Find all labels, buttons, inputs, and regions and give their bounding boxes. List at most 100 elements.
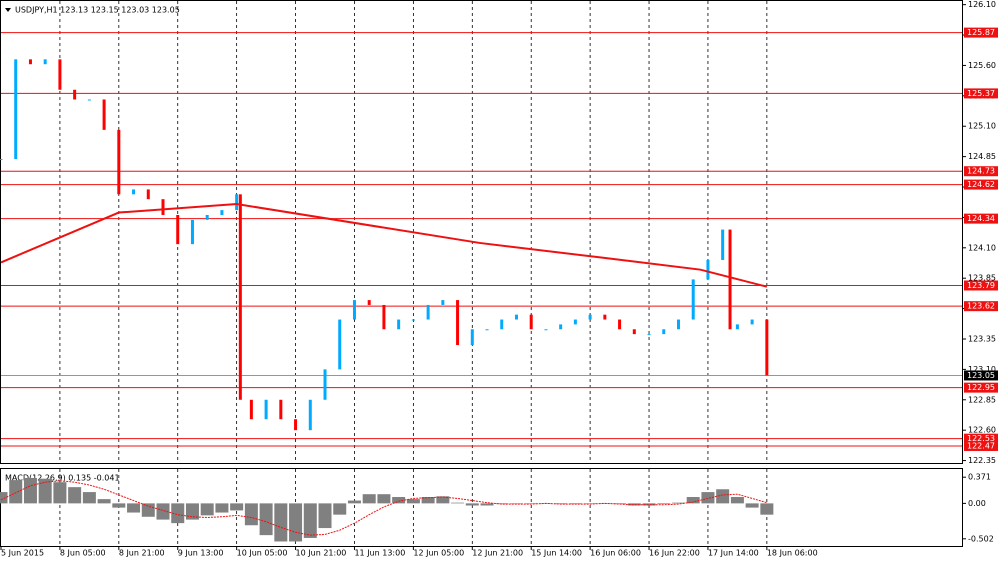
macd-bar (23, 477, 37, 504)
x-tick-label: 12 Jun 05:00 (413, 549, 464, 558)
macd-bar (230, 503, 244, 511)
price-bar (176, 214, 180, 245)
level-label: 123.62 (967, 302, 995, 311)
signal-line (0, 480, 767, 536)
level-label: 124.62 (967, 180, 995, 189)
macd-bar (141, 503, 155, 517)
macd-frame (0, 468, 963, 547)
price-bar (117, 129, 121, 195)
macd-bar (716, 489, 730, 504)
price-bar (632, 329, 636, 335)
price-bar (588, 314, 592, 320)
price-bar (352, 300, 356, 320)
price-bar (102, 99, 106, 130)
price-bar (662, 329, 666, 335)
price-bar (264, 399, 268, 420)
level-label-box (964, 382, 998, 393)
y-tick-label: 124.85 (968, 152, 996, 161)
level-label-box (964, 88, 998, 99)
macd-bar (642, 503, 656, 506)
price-bar (338, 319, 342, 370)
level-label: 124.73 (967, 167, 995, 176)
price-bar (603, 314, 607, 320)
macd-bar (347, 500, 361, 504)
level-label: 124.34 (967, 214, 995, 223)
price-bar (397, 319, 401, 330)
x-tick-label: 8 Jun 05:00 (60, 549, 106, 558)
main-frame (0, 0, 963, 464)
y-tick-label: 0.00 (968, 499, 986, 508)
price-bar (735, 324, 739, 330)
macd-bar (480, 503, 494, 506)
macd-bar (127, 503, 141, 513)
level-label-box (964, 280, 998, 291)
macd-bar (156, 503, 170, 520)
menu-triangle[interactable] (5, 8, 11, 12)
price-bar (58, 59, 62, 90)
level-label: 122.95 (967, 383, 995, 392)
moving-average (0, 203, 768, 288)
macd-bar (671, 502, 685, 504)
price-bar (190, 219, 194, 245)
price-bar (238, 194, 242, 400)
macd-bar (686, 497, 700, 504)
macd-bar (657, 503, 671, 505)
price-bar (411, 319, 415, 321)
x-tick-label: 17 Jun 14:00 (708, 549, 759, 558)
price-bar (544, 329, 548, 331)
macd-bar (0, 492, 8, 504)
level-label-box (964, 179, 998, 190)
level-label: 122.53 (967, 434, 995, 443)
last-price-label: 123.05 (967, 371, 995, 380)
price-bar (308, 399, 312, 431)
price-bar (529, 314, 533, 330)
macd-bar (215, 503, 229, 513)
price-bar (500, 319, 504, 330)
price-bar (691, 279, 695, 320)
macd-bar (9, 480, 23, 504)
macd-bar (760, 503, 774, 515)
price-bar (0, 159, 3, 161)
x-tick-label: 8 Jun 21:00 (119, 549, 165, 558)
macd-bar (730, 497, 744, 504)
macd-bar (274, 503, 288, 542)
price-bar (161, 199, 165, 215)
macd-bar (451, 502, 465, 504)
price-bar (87, 99, 91, 101)
price-bar (676, 319, 680, 330)
x-tick-label: 18 Jun 06:00 (767, 549, 818, 558)
level-label-box (964, 166, 998, 177)
y-tick-label: 122.60 (968, 426, 996, 435)
macd-title: MACD(12,26,9) 0.135 -0.041 (5, 474, 120, 483)
macd-bar (745, 503, 759, 508)
level-label-box (964, 433, 998, 444)
macd-bar (333, 503, 347, 515)
price-bar (706, 259, 710, 280)
price-bar (367, 300, 371, 305)
price-bar (43, 59, 47, 65)
price-bar (294, 419, 298, 431)
price-bar (441, 300, 445, 305)
y-tick-label: 122.85 (968, 395, 996, 404)
y-tick-label: 0.371 (968, 473, 991, 482)
macd-bar (392, 497, 406, 504)
macd-bar (289, 503, 303, 542)
level-label-box (964, 27, 998, 38)
price-bar (426, 304, 430, 320)
macd-bar (701, 492, 715, 504)
macd-bar (68, 487, 82, 504)
macd-bar (259, 503, 273, 536)
level-label: 125.87 (967, 28, 995, 37)
x-tick-label: 15 Jun 14:00 (531, 549, 582, 558)
y-tick-label: 126.10 (968, 0, 996, 9)
macd-bar (53, 482, 67, 504)
y-tick-label: 125.10 (968, 122, 996, 131)
x-tick-label: 16 Jun 22:00 (649, 549, 700, 558)
y-tick-label: -0.502 (968, 534, 994, 543)
macd-bar (171, 503, 185, 524)
x-tick-label: 10 Jun 05:00 (237, 549, 288, 558)
x-tick-label: 11 Jun 13:00 (354, 549, 405, 558)
x-tick-label: 5 Jun 2015 (1, 549, 44, 558)
price-bar (235, 194, 239, 211)
macd-bar (421, 497, 435, 504)
